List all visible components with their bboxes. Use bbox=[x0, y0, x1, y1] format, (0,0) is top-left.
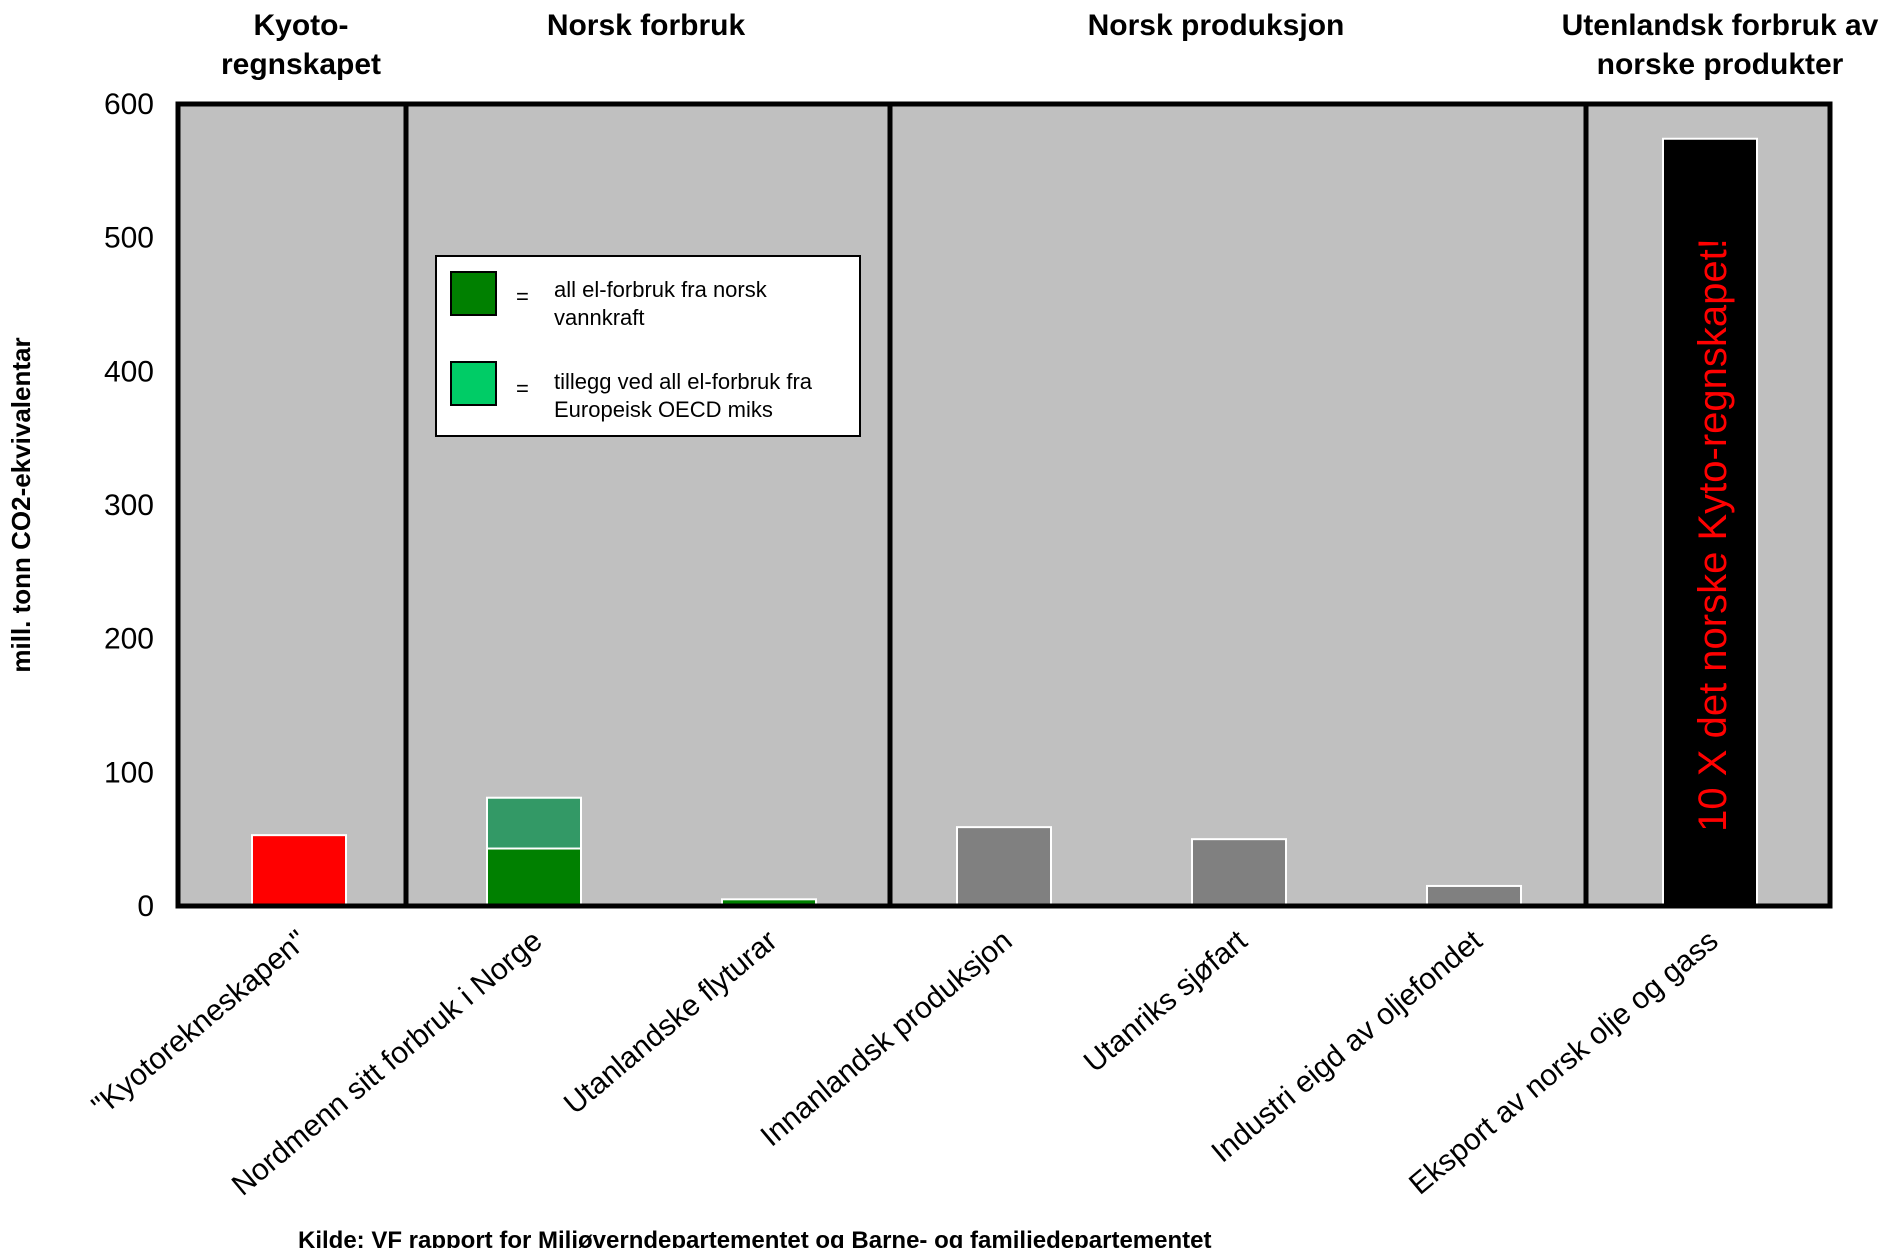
bar bbox=[956, 826, 1052, 907]
x-tick-label: Utanlandske flyturar bbox=[558, 924, 784, 1121]
bar bbox=[486, 796, 582, 850]
x-tick-label: Innanlandsk produksjon bbox=[755, 924, 1019, 1153]
legend-label: all el-forbruk fra norsk vannkraft bbox=[554, 277, 768, 330]
source-note: Kilde: VF rapport for Miljøverndeparteme… bbox=[298, 1227, 1211, 1248]
annotation: 10 X det norske Kyto-regnskapet! bbox=[1691, 238, 1735, 832]
legend-swatch bbox=[450, 361, 497, 406]
plot-background bbox=[178, 104, 1830, 906]
bar bbox=[251, 834, 347, 908]
y-tick-label: 500 bbox=[104, 222, 154, 255]
legend-swatch bbox=[450, 271, 497, 316]
y-tick-label: 0 bbox=[137, 890, 154, 923]
bar bbox=[1426, 884, 1522, 908]
section-header: Kyoto-regnskapet bbox=[221, 9, 381, 81]
y-axis: 0 100 200 300 400 500 600 mill. tonn CO2-ekviva… bbox=[6, 88, 154, 923]
bar bbox=[486, 847, 582, 907]
section-header: Utenlandsk forbruk av norske produkter bbox=[1562, 9, 1879, 81]
y-axis-label: mill. tonn CO2-ekvivalentar bbox=[6, 337, 36, 672]
plot-area bbox=[178, 104, 1830, 906]
legend-symbol: = bbox=[516, 284, 529, 309]
legend: = all el-forbruk fra norsk vannkraft = tille… bbox=[435, 255, 861, 437]
section-headers: Kyoto-regnskapet Norsk forbruk Norsk produ… bbox=[221, 9, 1879, 81]
section-dividers bbox=[175, 101, 1833, 909]
section-header: Norsk forbruk bbox=[547, 9, 746, 42]
x-axis-labels: "Kyotorekneskapen"Nordmenn sitt forbruk … bbox=[86, 924, 1725, 1203]
legend-label: tillegg ved all el-forbruk fra Europeisk … bbox=[554, 369, 813, 422]
section-header: Norsk produksjon bbox=[1088, 9, 1345, 42]
bars bbox=[251, 137, 1758, 908]
y-tick-label: 600 bbox=[104, 88, 154, 121]
y-tick-label: 300 bbox=[104, 489, 154, 522]
legend-box bbox=[435, 255, 861, 437]
source-text: Kilde: VF rapport for Miljøverndeparteme… bbox=[298, 1227, 1211, 1248]
annotation-text: 10 X det norske Kyto-regnskapet! bbox=[1691, 238, 1735, 832]
x-tick-label: "Kyotorekneskapen" bbox=[86, 924, 314, 1123]
y-tick-label: 200 bbox=[104, 623, 154, 656]
legend-symbol: = bbox=[516, 376, 529, 401]
bar bbox=[1191, 838, 1287, 908]
x-tick-label: Industri eigd av oljefondet bbox=[1205, 924, 1489, 1169]
plot-frame bbox=[175, 101, 1833, 909]
x-tick-label: Utanriks sjøfart bbox=[1078, 924, 1254, 1079]
y-tick-label: 400 bbox=[104, 355, 154, 388]
y-tick-label: 100 bbox=[104, 756, 154, 789]
